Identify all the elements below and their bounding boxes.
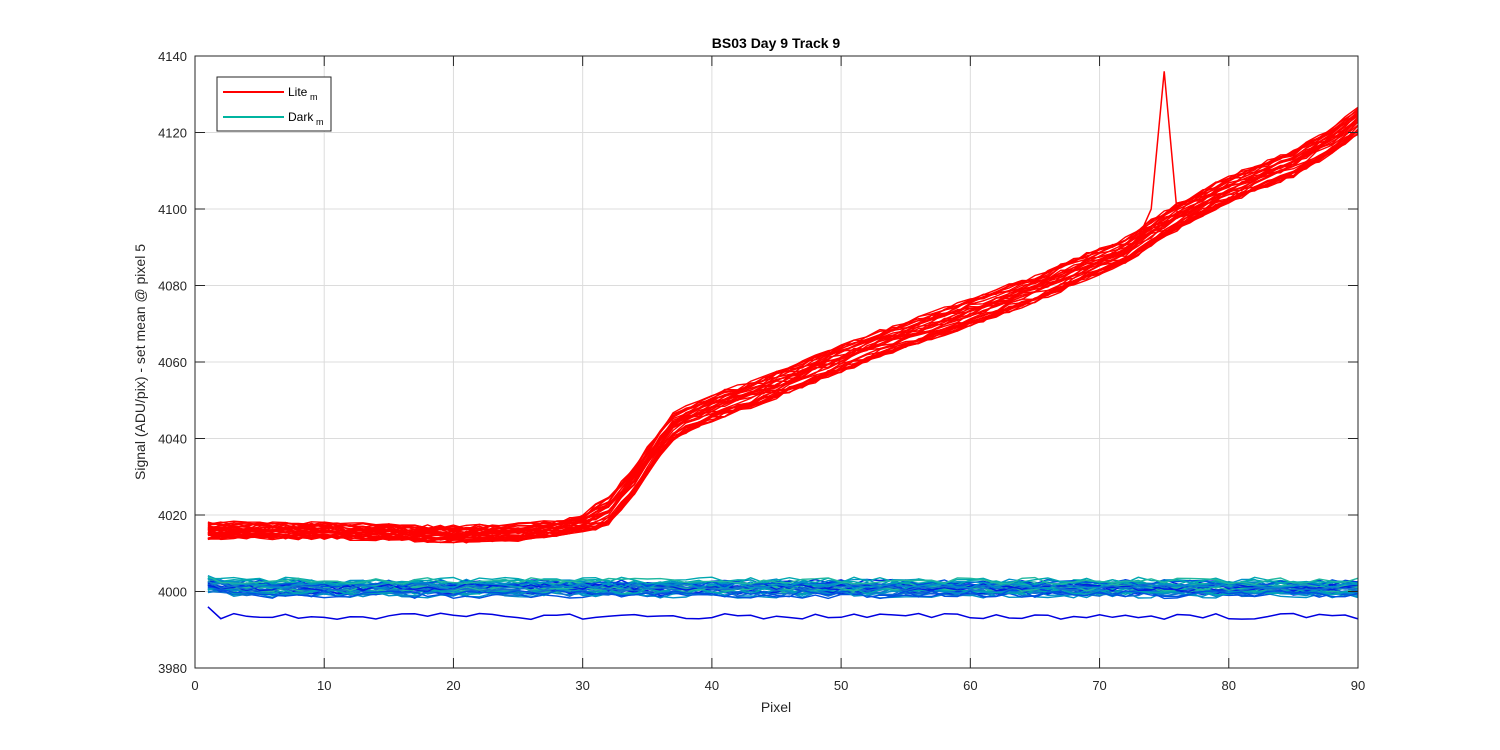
legend-label-dark: Dark: [288, 110, 314, 124]
lite-spike-line: [1137, 71, 1191, 239]
x-axis-label: Pixel: [761, 699, 791, 715]
lite-series-line: [207, 113, 1359, 532]
dark-series-line: [207, 576, 1359, 585]
dark-series-line: [207, 586, 1359, 599]
x-tick-label: 30: [575, 678, 589, 693]
x-tick-label: 60: [963, 678, 977, 693]
y-tick-label: 4020: [158, 508, 187, 523]
dark-outlier-line: [207, 606, 1359, 621]
dark-series-line: [207, 575, 1359, 585]
legend-label-lite: Lite: [288, 85, 308, 99]
legend-sub-lite: m: [310, 92, 318, 102]
y-tick-label: 3980: [158, 661, 187, 676]
x-tick-label: 90: [1351, 678, 1365, 693]
lite-series-line: [207, 117, 1359, 538]
lite-series-line: [207, 133, 1359, 544]
y-tick-label: 4060: [158, 355, 187, 370]
axis-ticks: 0 10 20 30 40 50 60 70 80 90 3980 4000 4020 4040 4060 4…: [158, 49, 1365, 693]
x-tick-label: 0: [191, 678, 198, 693]
legend-box: [216, 76, 332, 132]
x-tick-label: 80: [1222, 678, 1236, 693]
y-tick-label: 4140: [158, 49, 187, 64]
x-tick-label: 20: [446, 678, 460, 693]
x-tick-label: 40: [705, 678, 719, 693]
y-tick-label: 4080: [158, 279, 187, 294]
x-tick-label: 10: [317, 678, 331, 693]
lite-series-line: [207, 128, 1359, 542]
x-tick-label: 50: [834, 678, 848, 693]
legend: Lite m Dark m: [216, 76, 332, 132]
chart-title: BS03 Day 9 Track 9: [712, 35, 841, 51]
y-tick-label: 4000: [158, 585, 187, 600]
lite-series-line: [207, 114, 1359, 530]
y-tick-label: 4040: [158, 432, 187, 447]
x-tick-label: 70: [1092, 678, 1106, 693]
y-tick-label: 4100: [158, 202, 187, 217]
dark-series-line: [207, 581, 1359, 592]
plot-series: [207, 71, 1359, 621]
legend-sub-dark: m: [316, 117, 324, 127]
lite-series-line: [207, 112, 1359, 535]
y-axis-label: Signal (ADU/pix) - set mean @ pixel 5: [132, 244, 148, 480]
y-tick-label: 4120: [158, 126, 187, 141]
